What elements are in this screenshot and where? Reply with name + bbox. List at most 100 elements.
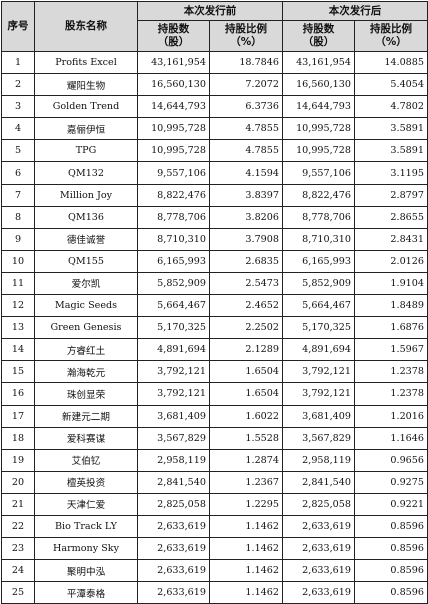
cell-after-ratio: 1.9104 xyxy=(354,271,428,296)
table-row: 9 德佳诚誉 8,710,310 3.7908 8,710,310 2.8431 xyxy=(1,227,428,251)
table-row: 15 瀚海乾元 3,792,121 1.6504 3,792,121 1.2378 xyxy=(1,360,428,384)
cell-before-shares: 16,560,130 xyxy=(137,73,210,97)
cell-shareholder-name: 檀英投资 xyxy=(34,470,138,494)
cell-seq: 3 xyxy=(1,95,35,119)
table-row: 5 TPG 10,995,728 4.7855 10,995,728 3.5891 xyxy=(1,139,428,163)
cell-seq: 19 xyxy=(1,448,35,472)
cell-shareholder-name: Bio Track LY xyxy=(34,514,138,539)
cell-before-ratio: 2.1289 xyxy=(209,338,283,362)
cell-before-shares: 2,841,540 xyxy=(137,470,210,494)
cell-after-ratio: 1.2378 xyxy=(354,382,428,406)
table-row: 3 Golden Trend 14,644,793 6.3736 14,644,793 4… xyxy=(1,95,428,119)
cell-before-shares: 3,792,121 xyxy=(137,360,210,384)
cell-seq: 23 xyxy=(1,537,35,561)
cell-shareholder-name: 天津仁爱 xyxy=(34,492,138,516)
cell-shareholder-name: 耀阳生物 xyxy=(34,73,138,97)
cell-seq: 16 xyxy=(1,382,35,406)
cell-before-ratio: 1.1462 xyxy=(209,514,283,539)
cell-shareholder-name: Golden Trend xyxy=(34,95,138,119)
cell-after-ratio: 2.0126 xyxy=(354,249,428,273)
cell-after-shares: 2,958,119 xyxy=(282,448,355,472)
cell-shareholder-name: Profits Excel xyxy=(34,50,138,75)
cell-before-shares: 3,681,409 xyxy=(137,404,210,428)
cell-before-ratio: 3.8206 xyxy=(209,205,283,229)
cell-before-ratio: 1.6504 xyxy=(209,360,283,384)
cell-after-shares: 8,778,706 xyxy=(282,205,355,229)
table-row: 17 新建元二期 3,681,409 1.6022 3,681,409 1.2016 xyxy=(1,404,428,428)
cell-after-shares: 4,891,694 xyxy=(282,338,355,362)
cell-before-shares: 2,633,619 xyxy=(137,514,210,539)
cell-after-ratio: 1.1646 xyxy=(354,426,428,450)
table-row: 18 爱科赛谋 3,567,829 1.5528 3,567,829 1.1646 xyxy=(1,426,428,450)
cell-seq: 4 xyxy=(1,117,35,141)
header-after-ratio-text: 持股比例 （%） xyxy=(370,23,412,48)
cell-after-shares: 2,841,540 xyxy=(282,470,355,494)
table-row: 6 QM132 9,557,106 4.1594 9,557,106 3.1195 xyxy=(1,161,428,185)
cell-shareholder-name: 方睿红土 xyxy=(34,338,138,362)
cell-before-shares: 6,165,993 xyxy=(137,249,210,273)
cell-shareholder-name: TPG xyxy=(34,139,138,163)
table-row: 25 平潭泰格 2,633,619 1.1462 2,633,619 0.8596 xyxy=(1,581,428,604)
cell-seq: 13 xyxy=(1,316,35,340)
cell-before-shares: 2,633,619 xyxy=(137,581,210,604)
cell-before-shares: 2,958,119 xyxy=(137,448,210,472)
cell-shareholder-name: Green Genesis xyxy=(34,316,138,340)
table-row: 21 天津仁爱 2,825,058 1.2295 2,825,058 0.9221 xyxy=(1,492,428,516)
cell-after-shares: 8,822,476 xyxy=(282,183,355,207)
cell-seq: 24 xyxy=(1,559,35,583)
cell-shareholder-name: 珠创显荣 xyxy=(34,382,138,406)
cell-before-ratio: 2.2502 xyxy=(209,316,283,340)
cell-before-shares: 2,633,619 xyxy=(137,537,210,561)
table-body: 1 Profits Excel 43,161,954 18.7846 43,161,95… xyxy=(1,50,428,604)
table-row: 4 嘉俪伊恒 10,995,728 4.7855 10,995,728 3.5891 xyxy=(1,117,428,141)
cell-before-shares: 8,822,476 xyxy=(137,183,210,207)
cell-after-shares: 9,557,106 xyxy=(282,161,355,185)
table-row: 24 聚明中泓 2,633,619 1.1462 2,633,619 0.8596 xyxy=(1,559,428,583)
cell-seq: 15 xyxy=(1,360,35,384)
table-row: 2 耀阳生物 16,560,130 7.2072 16,560,130 5.4054 xyxy=(1,73,428,97)
cell-before-ratio: 2.5473 xyxy=(209,271,283,296)
cell-before-shares: 3,567,829 xyxy=(137,426,210,450)
cell-seq: 5 xyxy=(1,139,35,163)
header-before-ratio-text: 持股比例 （%） xyxy=(225,23,267,48)
cell-before-ratio: 18.7846 xyxy=(209,50,283,75)
cell-after-shares: 3,567,829 xyxy=(282,426,355,450)
cell-seq: 17 xyxy=(1,404,35,428)
cell-after-shares: 8,710,310 xyxy=(282,227,355,251)
table-row: 19 艾伯钇 2,958,119 1.2874 2,958,119 0.9656 xyxy=(1,448,428,472)
cell-before-shares: 5,170,325 xyxy=(137,316,210,340)
cell-after-ratio: 1.6876 xyxy=(354,316,428,340)
header-after-group: 本次发行后 xyxy=(282,1,428,21)
table-row: 12 Magic Seeds 5,664,467 2.4652 5,664,467 1.8… xyxy=(1,294,428,318)
cell-before-ratio: 3.8397 xyxy=(209,183,283,207)
cell-after-ratio: 2.8431 xyxy=(354,227,428,251)
cell-after-shares: 2,633,619 xyxy=(282,581,355,604)
cell-seq: 14 xyxy=(1,338,35,362)
cell-after-ratio: 1.2378 xyxy=(354,360,428,384)
cell-after-shares: 5,852,909 xyxy=(282,271,355,296)
cell-after-shares: 10,995,728 xyxy=(282,117,355,141)
cell-before-ratio: 4.7855 xyxy=(209,139,283,163)
cell-before-ratio: 1.5528 xyxy=(209,426,283,450)
cell-before-ratio: 1.2295 xyxy=(209,492,283,516)
cell-seq: 6 xyxy=(1,161,35,185)
cell-shareholder-name: Million Joy xyxy=(34,183,138,207)
cell-before-shares: 8,778,706 xyxy=(137,205,210,229)
header-after-ratio: 持股比例 （%） xyxy=(354,20,428,52)
cell-after-ratio: 1.5967 xyxy=(354,338,428,362)
cell-seq: 1 xyxy=(1,50,35,75)
cell-shareholder-name: QM136 xyxy=(34,205,138,229)
cell-seq: 9 xyxy=(1,227,35,251)
cell-shareholder-name: Harmony Sky xyxy=(34,537,138,561)
cell-before-shares: 5,664,467 xyxy=(137,294,210,318)
cell-after-shares: 2,633,619 xyxy=(282,559,355,583)
cell-after-ratio: 2.8655 xyxy=(354,205,428,229)
cell-before-ratio: 1.1462 xyxy=(209,559,283,583)
cell-seq: 20 xyxy=(1,470,35,494)
cell-before-shares: 10,995,728 xyxy=(137,139,210,163)
cell-seq: 10 xyxy=(1,249,35,273)
cell-before-ratio: 1.1462 xyxy=(209,581,283,604)
cell-before-shares: 4,891,694 xyxy=(137,338,210,362)
